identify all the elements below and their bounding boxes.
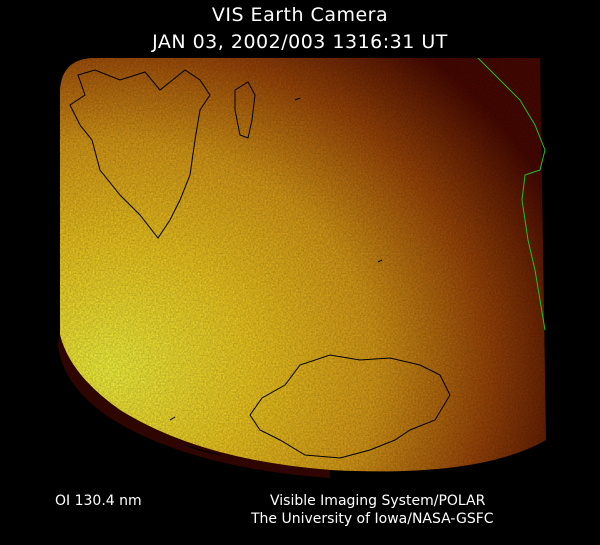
coastline-edge [477,57,546,331]
image-title: VIS Earth Camera [211,4,389,26]
wavelength-label: OI 130.4 nm [55,493,142,509]
limb-dark-band [58,335,330,478]
image-timestamp: JAN 03, 2002/003 1316:31 UT [152,31,448,53]
coastlines [69,69,451,459]
noise-texture [60,58,546,472]
institution-label: The University of Iowa/NASA-GSFC [251,511,494,527]
instrument-label: Visible Imaging System/POLAR [270,493,486,509]
